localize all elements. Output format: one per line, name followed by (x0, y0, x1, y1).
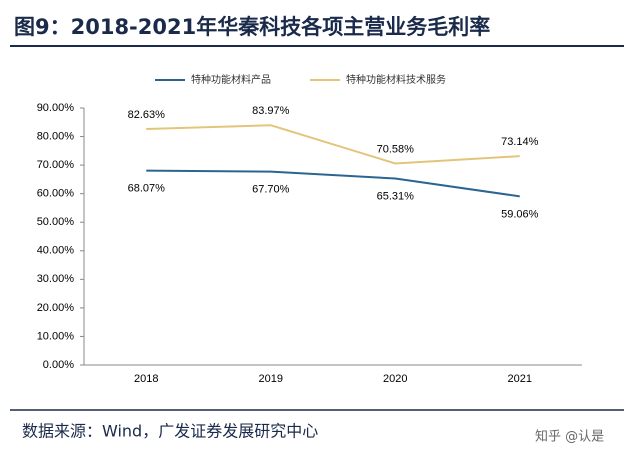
value-label: 68.07% (128, 183, 166, 195)
legend-label: 特种功能材料技术服务 (346, 73, 446, 86)
y-tick-label: 90.00% (37, 102, 75, 114)
value-label: 59.06% (501, 208, 539, 220)
y-tick-label: 60.00% (37, 188, 75, 200)
x-tick-label: 2019 (259, 373, 283, 385)
y-tick-label: 80.00% (37, 130, 75, 142)
y-tick-label: 10.00% (37, 330, 75, 342)
y-tick-label: 40.00% (37, 245, 75, 257)
watermark: 知乎 @认是 (535, 429, 604, 445)
x-tick-label: 2018 (134, 373, 158, 385)
value-label: 67.70% (252, 184, 290, 196)
y-tick-label: 70.00% (37, 159, 75, 171)
y-tick-label: 50.00% (37, 216, 75, 228)
x-tick-label: 2020 (383, 373, 407, 385)
series-line (146, 169, 520, 198)
y-tick-label: 30.00% (37, 273, 75, 285)
chart-title: 图9：2018-2021年华秦科技各项主营业务毛利率 (14, 15, 490, 39)
legend-label: 特种功能材料产品 (191, 73, 271, 86)
value-label: 70.58% (377, 143, 415, 155)
value-label: 83.97% (252, 105, 290, 117)
value-label: 82.63% (128, 109, 166, 121)
y-tick-label: 20.00% (37, 302, 75, 314)
source: 数据来源：Wind，广发证券发展研究中心 (22, 422, 318, 441)
value-label: 73.14% (501, 136, 539, 148)
x-tick-label: 2021 (508, 373, 532, 385)
y-tick-label: 0.00% (43, 359, 74, 371)
value-label: 65.31% (377, 190, 415, 202)
series-line (146, 124, 520, 165)
